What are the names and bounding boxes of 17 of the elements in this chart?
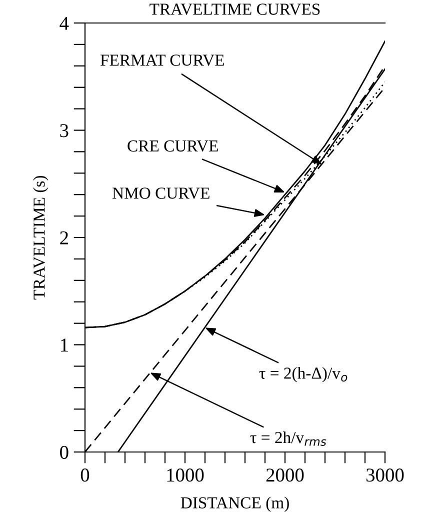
- y-tick-label: 3: [60, 124, 68, 138]
- annotation: τ = 2(h-Δ)/v$_{o}$: [259, 367, 348, 382]
- x-tick-label: 3000: [366, 468, 404, 482]
- x-tick-label: 0: [80, 468, 90, 482]
- annotation: CRE CURVE: [128, 140, 218, 152]
- chart-title: TRAVELTIME CURVES: [150, 4, 320, 15]
- y-tick-label: 2: [60, 231, 68, 244]
- annotation: FERMAT CURVE: [100, 54, 224, 66]
- annotation: τ = 2h/v$_{rms}$: [250, 431, 326, 446]
- y-tick-label: 4: [60, 16, 69, 30]
- y-tick-label: 0: [60, 446, 68, 459]
- y-tick-label: 1: [61, 338, 68, 352]
- y-axis-title: TRAVELTIME (s): [33, 176, 48, 300]
- x-axis-title: DISTANCE (m): [180, 496, 289, 512]
- x-tick-label: 2000: [266, 468, 304, 482]
- annotation: NMO CURVE: [112, 188, 210, 199]
- x-tick-label: 1000: [167, 468, 204, 482]
